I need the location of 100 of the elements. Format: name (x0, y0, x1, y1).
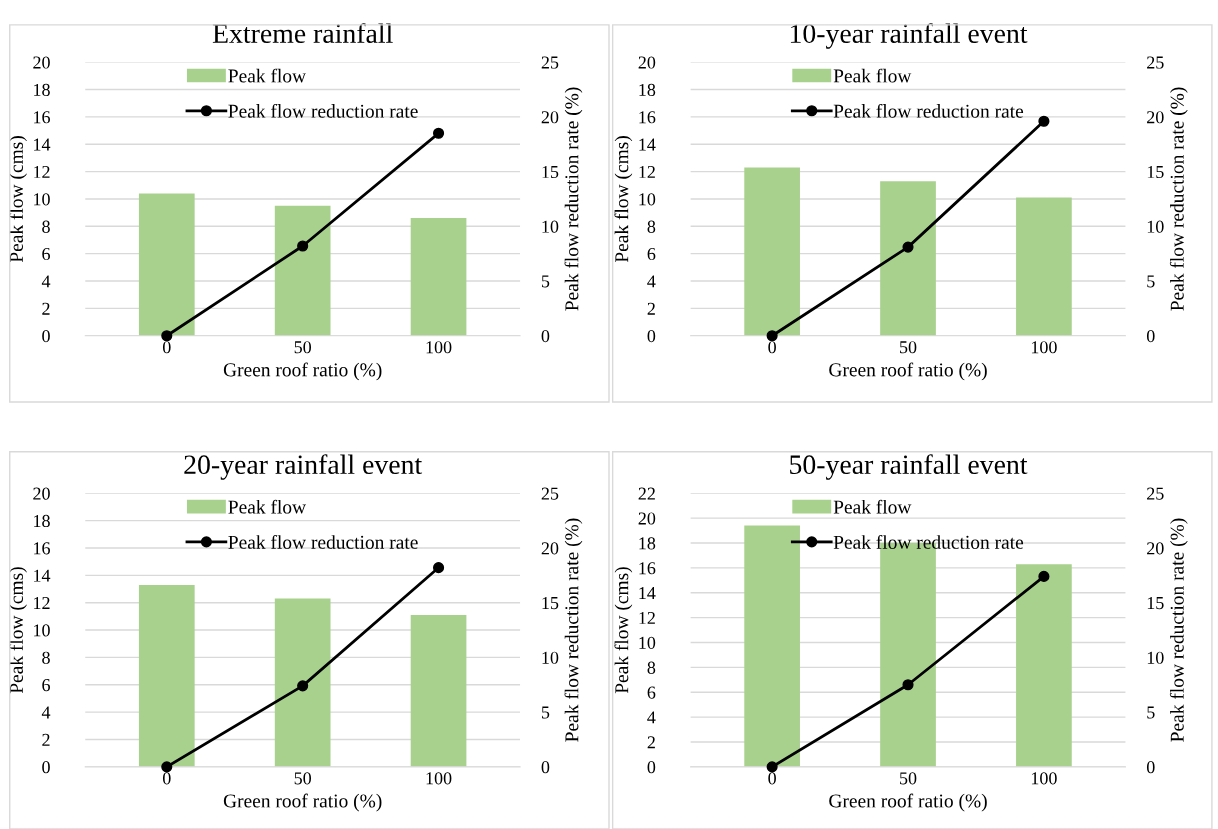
y2-axis-title: Peak flow reduction rate (%) (564, 87, 583, 311)
y2-tick-label: 10 (542, 220, 559, 233)
point (432, 127, 445, 139)
y-tick-label: 8 (42, 220, 50, 233)
y-tick-label: 16 (639, 111, 656, 124)
y2-axis-title: Peak flow reduction rate (%) (1169, 87, 1188, 311)
y-tick-label: 10 (639, 193, 656, 206)
x-tick-label: 100 (1031, 341, 1057, 354)
x-axis-title: Green roof ratio (%) (223, 793, 382, 812)
legend-label: Peak flow (833, 68, 912, 83)
y2-tick-label: 10 (1147, 220, 1164, 233)
y2-tick-label: 20 (541, 542, 559, 555)
x-tick-label: 100 (426, 341, 452, 354)
y-tick-label: 20 (638, 56, 656, 69)
chart-title: 10-year rainfall event (790, 23, 1028, 49)
legend-label: Peak flow (833, 499, 912, 514)
bar (274, 205, 331, 336)
y2-tick-label: 25 (541, 56, 559, 69)
y-tick-label: 0 (42, 330, 50, 343)
y-tick-label: 6 (42, 679, 50, 692)
bar (138, 193, 195, 336)
chart-title: 50-year rainfall event (790, 454, 1028, 480)
y-tick-label: 4 (647, 711, 656, 724)
y2-tick-label: 10 (542, 651, 559, 664)
y-tick-label: 10 (34, 193, 50, 206)
y-tick-label: 14 (34, 569, 51, 582)
bar (138, 584, 195, 767)
y-tick-label: 8 (647, 661, 656, 674)
y2-tick-label: 0 (541, 761, 550, 774)
y-axis-title: Peak flow (cms) (9, 567, 27, 694)
point (297, 680, 309, 692)
y-axis-title: Peak flow (cms) (9, 136, 27, 263)
y2-tick-label: 5 (1147, 706, 1155, 719)
point (902, 241, 914, 253)
legend-label: Peak flow reduction rate (833, 103, 1024, 118)
y-tick-label: 16 (34, 542, 50, 555)
point (297, 240, 309, 252)
legend-label: Peak flow reduction rate (833, 534, 1024, 549)
y-tick-label: 12 (639, 165, 655, 178)
y-tick-label: 20 (33, 487, 50, 500)
legend-label: Peak flow (228, 499, 307, 514)
y2-tick-label: 0 (541, 330, 550, 343)
point (1038, 570, 1050, 582)
y2-tick-label: 0 (1146, 330, 1155, 343)
y-tick-label: 12 (34, 596, 50, 609)
legend-label: Peak flow reduction rate (228, 103, 418, 118)
y-tick-label: 22 (638, 487, 655, 500)
y2-tick-label: 25 (541, 487, 559, 500)
y2-axis-title: Peak flow reduction rate (%) (1169, 518, 1188, 742)
y-tick-label: 14 (639, 138, 656, 151)
y-tick-label: 0 (647, 761, 656, 774)
bar (880, 181, 936, 336)
y-tick-label: 16 (34, 111, 50, 124)
y-tick-label: 6 (647, 686, 656, 699)
bar (1016, 197, 1072, 336)
y-tick-label: 8 (647, 220, 656, 233)
y-tick-label: 2 (647, 302, 655, 315)
y-tick-label: 10 (34, 624, 50, 637)
y2-tick-label: 15 (542, 165, 559, 179)
bar (410, 614, 467, 767)
legend-label: Peak flow (228, 68, 307, 83)
x-axis-title: Green roof ratio (%) (223, 362, 382, 381)
point (766, 330, 778, 342)
y-axis-title: Peak flow (cms) (614, 567, 633, 694)
y2-tick-label: 5 (541, 706, 550, 719)
y-tick-label: 20 (638, 512, 656, 525)
y2-tick-label: 0 (1146, 761, 1155, 774)
bar (410, 218, 467, 336)
x-tick-label: 50 (900, 341, 917, 354)
y2-tick-label: 10 (1147, 651, 1164, 664)
y2-axis-title: Peak flow reduction rate (%) (564, 518, 583, 742)
y2-tick-label: 5 (1147, 275, 1155, 288)
y-axis-title: Peak flow (cms) (614, 136, 633, 263)
point (1038, 115, 1050, 127)
x-tick-label: 0 (162, 341, 171, 354)
chart-title: 20-year rainfall event (184, 454, 423, 480)
bar (274, 598, 331, 767)
y2-tick-label: 5 (541, 275, 550, 288)
y2-tick-label: 20 (1147, 111, 1164, 124)
y-tick-label: 14 (639, 587, 656, 599)
y-tick-label: 12 (639, 611, 655, 624)
y2-tick-label: 25 (1147, 56, 1164, 69)
y-tick-label: 4 (647, 275, 656, 288)
y-tick-label: 14 (34, 138, 51, 151)
y-tick-label: 4 (41, 706, 51, 719)
y2-tick-label: 25 (1147, 487, 1164, 500)
point (161, 330, 173, 342)
y2-tick-label: 20 (541, 111, 559, 124)
y-tick-label: 0 (647, 330, 656, 343)
x-axis-title: Green roof ratio (%) (829, 362, 987, 381)
y-tick-label: 6 (42, 247, 50, 261)
x-tick-label: 50 (900, 772, 917, 785)
legend-label: Peak flow reduction rate (228, 534, 418, 549)
x-tick-label: 0 (768, 341, 776, 354)
y-tick-label: 12 (34, 165, 50, 178)
y-tick-label: 18 (639, 83, 656, 96)
x-tick-label: 50 (294, 341, 312, 354)
y-tick-label: 2 (42, 733, 50, 746)
y2-tick-label: 15 (1147, 165, 1164, 179)
x-tick-label: 100 (426, 772, 452, 785)
